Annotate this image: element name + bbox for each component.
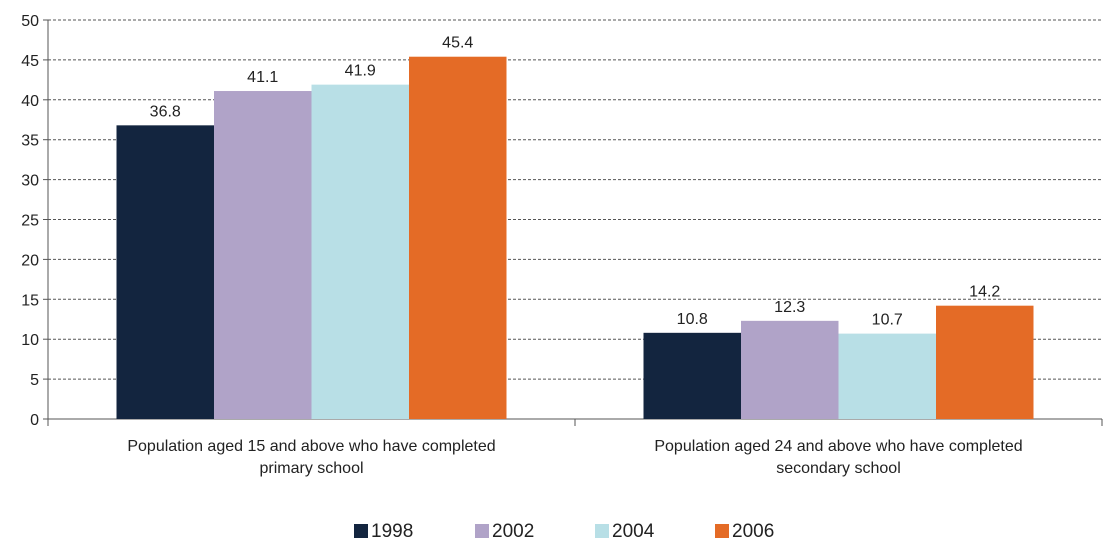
category-labels: Population aged 15 and above who have co…: [127, 438, 1022, 477]
category-label: secondary school: [776, 460, 901, 477]
category-label: Population aged 24 and above who have co…: [654, 438, 1022, 455]
data-label: 36.8: [150, 103, 181, 120]
data-label: 12.3: [774, 299, 805, 316]
bar-2006: [409, 56, 507, 419]
category-label: Population aged 15 and above who have co…: [127, 438, 495, 455]
axes: 0 5 10 15 20 25 30 35 40 45 50: [21, 13, 1103, 429]
y-tick-label: 40: [21, 93, 39, 110]
y-tick-label: 20: [21, 252, 39, 269]
y-tick-label: 45: [21, 53, 39, 70]
legend-label: 2006: [732, 521, 774, 542]
bar-2004: [311, 84, 409, 419]
data-label: 41.9: [345, 63, 376, 80]
legend-swatch-2004: [595, 524, 609, 538]
legend-swatch-2002: [475, 524, 489, 538]
legend-swatch-2006: [715, 524, 729, 538]
bar-2004: [838, 333, 936, 419]
bar-2006: [936, 305, 1034, 419]
data-label: 41.1: [247, 69, 278, 86]
y-tick-label: 15: [21, 292, 39, 309]
legend-swatch-1998: [354, 524, 368, 538]
data-label: 14.2: [969, 284, 1000, 301]
legend-label: 2002: [492, 521, 534, 542]
legend: 1998 2002 2004 2006: [354, 521, 774, 542]
data-label: 10.8: [677, 311, 708, 328]
bar-2002: [741, 320, 839, 419]
data-label: 10.7: [872, 312, 903, 329]
y-tick-label: 0: [30, 412, 39, 429]
data-label: 45.4: [442, 35, 473, 52]
legend-label: 1998: [371, 521, 413, 542]
y-tick-label: 25: [21, 213, 39, 230]
bars: [116, 56, 1034, 419]
y-tick-label: 35: [21, 133, 39, 150]
legend-label: 2004: [612, 521, 655, 542]
y-tick-label: 10: [21, 332, 39, 349]
y-tick-label: 50: [21, 13, 39, 30]
y-tick-label: 5: [30, 372, 39, 389]
y-tick-label: 30: [21, 173, 39, 190]
bar-2002: [214, 91, 312, 419]
category-label: primary school: [259, 460, 363, 477]
bar-1998: [116, 125, 214, 419]
bar-1998: [643, 332, 741, 419]
data-labels: 36.8 41.1 41.9 45.4 10.8 12.3 10.7 14.2: [150, 35, 1001, 329]
